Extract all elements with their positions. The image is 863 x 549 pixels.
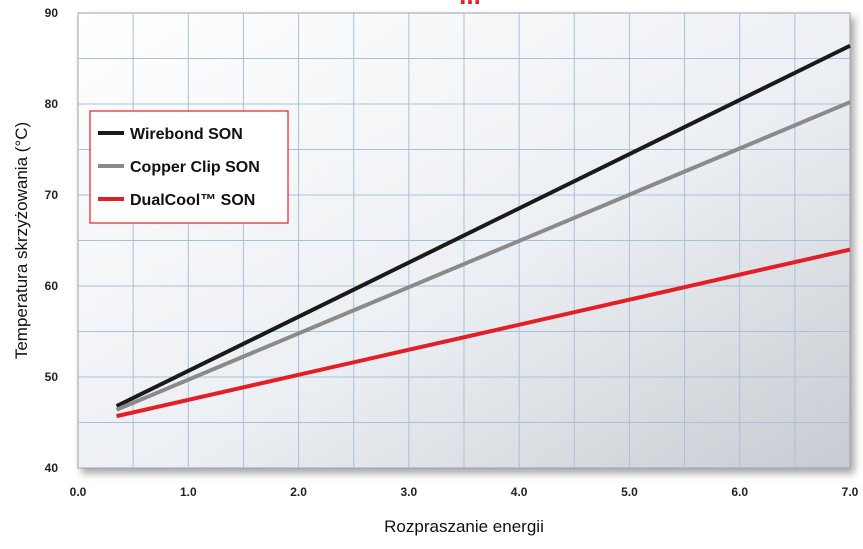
x-tick-label: 2.0 bbox=[290, 485, 307, 499]
x-tick-label: 1.0 bbox=[180, 485, 197, 499]
x-axis-label: Rozpraszanie energii bbox=[384, 517, 544, 536]
x-tick-label: 5.0 bbox=[621, 485, 638, 499]
series-line-1 bbox=[115, 43, 851, 408]
y-axis-ticks: 40 50 60 70 80 90 bbox=[45, 6, 59, 475]
series-lines bbox=[115, 43, 851, 419]
x-tick-label: 7.0 bbox=[842, 485, 859, 499]
x-tick-label: 3.0 bbox=[401, 485, 418, 499]
y-tick-label: 90 bbox=[45, 6, 59, 20]
y-axis-label: Temperatura skrzyżowania (°C) bbox=[12, 122, 31, 359]
y-tick-label: 60 bbox=[45, 279, 59, 293]
y-tick-label: 80 bbox=[45, 97, 59, 111]
x-tick-label: 4.0 bbox=[511, 485, 528, 499]
grid bbox=[78, 13, 850, 468]
chart-title: ... bbox=[459, 0, 481, 10]
y-tick-label: 70 bbox=[45, 188, 59, 202]
legend-label: Wirebond SON bbox=[130, 126, 243, 143]
x-tick-label: 6.0 bbox=[731, 485, 748, 499]
series-line-2 bbox=[115, 100, 851, 412]
legend-item: Wirebond SON bbox=[98, 126, 243, 143]
legend-label: Copper Clip SON bbox=[130, 159, 260, 176]
legend: Wirebond SON Copper Clip SON DualCool™ SON bbox=[89, 110, 289, 224]
y-tick-label: 40 bbox=[45, 461, 59, 475]
chart-title-fragment: ... bbox=[459, 0, 481, 10]
x-axis-ticks: 0.0 1.0 2.0 3.0 4.0 5.0 6.0 7.0 bbox=[70, 485, 859, 499]
x-tick-label: 0.0 bbox=[70, 485, 87, 499]
legend-label: DualCool™ SON bbox=[130, 192, 255, 209]
legend-item: Copper Clip SON bbox=[98, 159, 260, 176]
legend-item: DualCool™ SON bbox=[98, 192, 255, 209]
y-tick-label: 50 bbox=[45, 370, 59, 384]
series-line-3 bbox=[116, 247, 851, 419]
